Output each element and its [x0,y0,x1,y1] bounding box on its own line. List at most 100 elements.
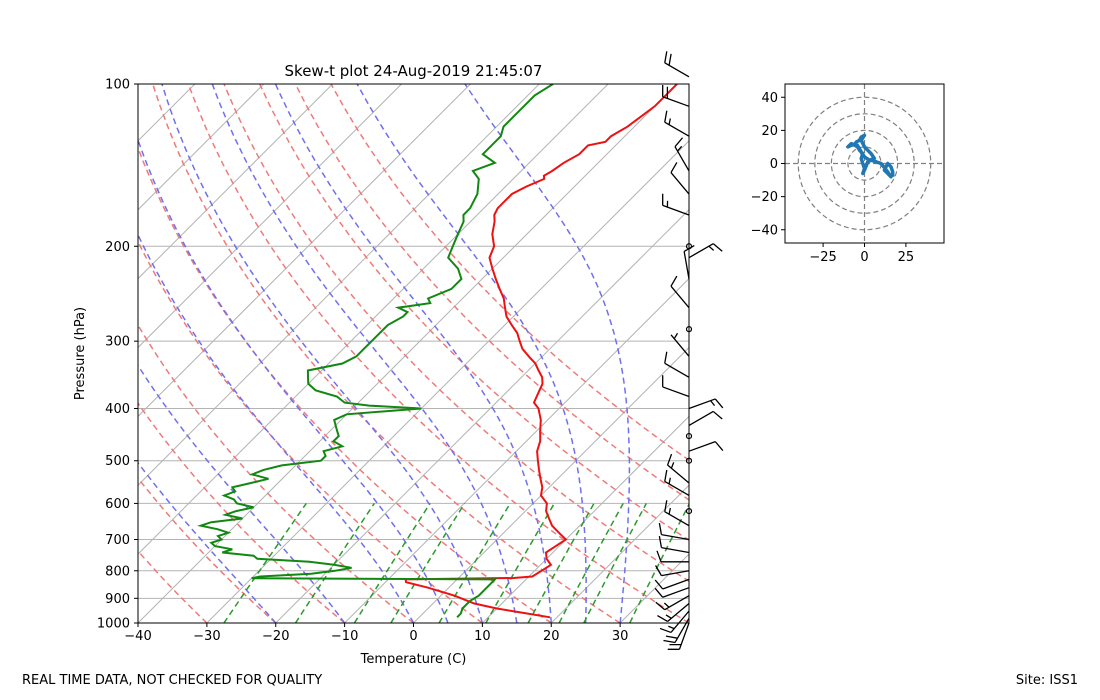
y-tick-label: 900 [105,592,130,607]
wind-barb [666,453,690,484]
isotherm-line [0,84,57,623]
x-tick-label: 10 [474,629,491,644]
isotherm-line [138,84,196,142]
dry-adiabat [259,84,689,542]
wind-barb [663,617,690,644]
hodo-y-tick-label: 0 [770,157,778,172]
wind-barb [664,469,690,497]
dry-adiabat [151,84,621,623]
dry-adiabat [138,476,277,623]
hodograph-plot: −25 0 25 −40 −20 0 20 40 [751,83,945,265]
x-tick-label: −20 [262,629,289,644]
skewt-title: Skew-t plot 24-Aug-2019 21:45:07 [285,62,543,80]
x-tick-label: 30 [612,629,629,644]
dry-adiabat [138,145,552,623]
moist-adiabat [211,84,518,623]
dry-adiabat [138,323,414,623]
mixing-ratio-line [558,503,624,623]
y-tick-label: 100 [105,78,130,93]
skewt-frame [137,83,690,624]
isotherm-line [275,209,689,623]
mixing-ratio-line [583,503,647,623]
wind-barb [688,243,723,259]
wind-barb [662,85,690,107]
mixing-ratio-line [390,503,466,623]
dry-adiabat [138,239,483,623]
skewt-plot: −40 −30 −20 −10 0 10 20 30 100 200 300 400 500 600 700… [0,51,724,667]
y-tick-label: 800 [105,564,130,579]
wind-barb [688,441,724,452]
wind-barb [664,51,690,78]
dry-adiabat [294,84,689,501]
y-tick-label: 1000 [97,617,130,632]
wind-barb [670,275,690,309]
wind-barb [662,193,690,216]
mixing-ratio-line [353,502,431,623]
wind-barb [655,565,690,577]
x-tick-label: 0 [409,629,417,644]
x-tick-label: −40 [124,629,151,644]
moist-adiabat [464,84,631,623]
isotherm-line [138,84,678,623]
wind-barb [657,602,690,623]
moist-adiabat [274,84,553,623]
wind-barb-calm [685,243,693,250]
isotherm-line [482,415,689,623]
mixing-ratio-line [223,502,307,623]
wind-barb [664,110,690,137]
wind-barbs [654,51,724,650]
y-axis-label: Pressure (hPa) [73,307,88,400]
wind-barb [654,578,690,590]
quality-disclaimer: REAL TIME DATA, NOT CHECKED FOR QUALITY [22,673,323,688]
wind-barb [688,398,724,410]
isotherm-line [619,553,689,623]
y-tick-label: 600 [105,497,130,512]
hodo-x-tick-label: −25 [809,250,836,265]
wind-barb [658,536,690,554]
wind-barb [655,595,690,611]
isotherm-line [138,84,333,280]
dry-adiabat [187,84,689,623]
wind-barb [667,622,690,650]
dry-adiabat [138,549,208,623]
x-tick-label: −30 [193,629,220,644]
isotherm-line [138,84,471,418]
y-tick-label: 500 [105,454,130,469]
dry-adiabat [330,84,689,462]
hodo-y-tick-label: 40 [761,91,778,106]
y-tick-label: 400 [105,402,130,417]
moist-adiabat [138,364,346,623]
isotherm-line [688,622,689,623]
isotherm-line [206,140,689,623]
moist-adiabat [138,137,449,623]
hodo-y-tick-label: −40 [751,223,778,238]
wind-barb [664,500,690,527]
isotherm-line [138,84,540,486]
wind-barb [662,375,690,398]
wind-barb [688,410,723,427]
isotherm-line [138,84,265,211]
site-label: Site: ISS1 [1015,673,1078,688]
wind-barb [658,523,690,541]
y-tick-label: 700 [105,533,130,548]
hodo-x-tick-label: 25 [898,250,915,265]
dry-adiabat [223,84,689,583]
y-tick-label: 300 [105,335,130,350]
hodo-x-tick-label: 0 [860,250,868,265]
isotherm-line [344,277,689,623]
x-tick-label: −10 [331,629,358,644]
dewpoint-profile [196,84,554,618]
wind-barb-calm [685,457,693,464]
wind-barb-calm [685,432,693,440]
moist-adiabat [138,461,277,623]
hodo-y-tick-label: −20 [751,190,778,205]
moist-adiabat [161,84,484,623]
hodograph-trace [846,133,895,179]
wind-barb [664,351,690,378]
mixing-ratio-line [485,503,555,623]
y-tick-label: 200 [105,240,130,255]
temperature-profile [404,84,678,619]
wind-barb-calm [685,326,693,333]
x-axis-label: Temperature (C) [360,652,467,667]
